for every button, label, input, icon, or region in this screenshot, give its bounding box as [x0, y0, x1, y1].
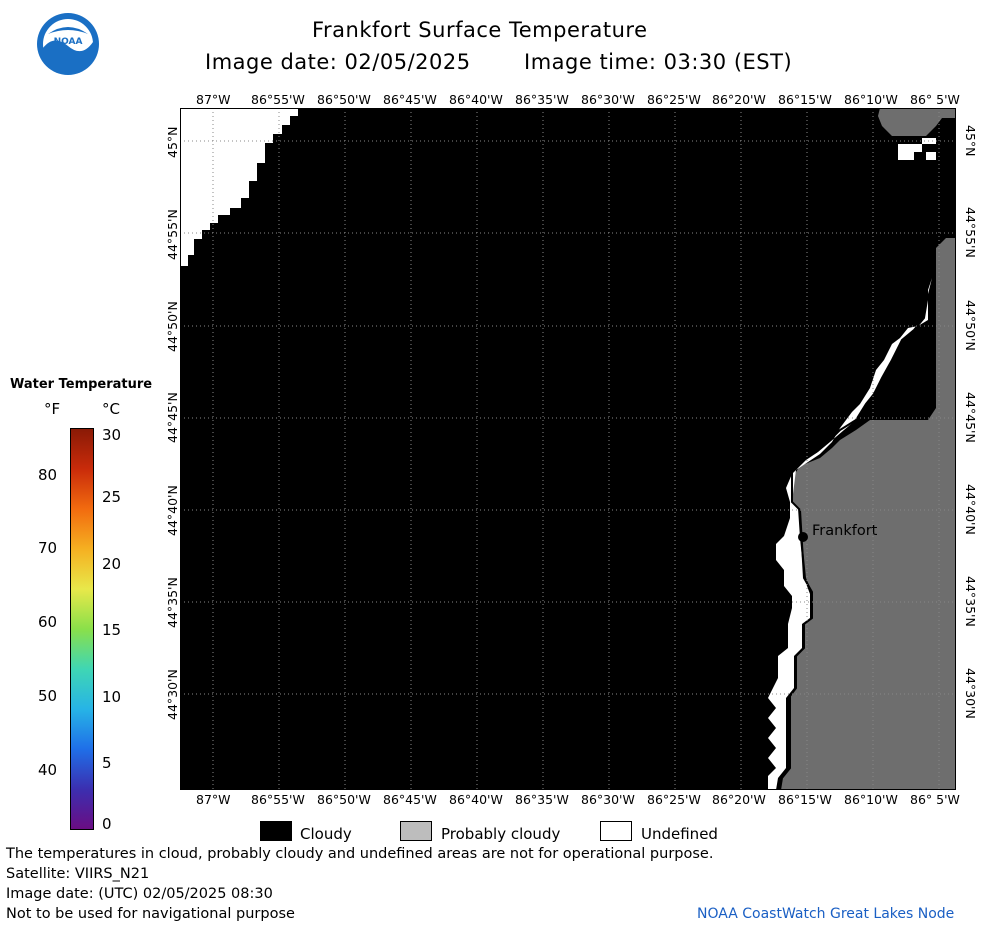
legend-label-cloudy: Cloudy — [300, 825, 352, 843]
satellite-text: Satellite: VIIRS_N21 — [6, 866, 150, 882]
lat-tick: 44°40'N — [165, 485, 180, 536]
lon-tick: 86°15'W — [778, 792, 832, 807]
frankfort-label: Frankfort — [812, 523, 878, 539]
lat-tick: 44°50'N — [165, 301, 180, 352]
lat-tick: 44°35'N — [165, 577, 180, 628]
colorbar-f-tick: 60 — [38, 613, 58, 631]
map-area — [180, 108, 956, 790]
legend-swatch-cloudy — [260, 821, 292, 841]
lon-tick: 86°45'W — [383, 92, 437, 107]
lat-tick: 44°45'N — [963, 392, 978, 443]
colorbar-c-tick: 25 — [102, 488, 122, 506]
credit-text: NOAA CoastWatch Great Lakes Node — [697, 906, 955, 922]
lat-tick: 45°N — [165, 126, 180, 158]
lat-tick: 44°30'N — [963, 668, 978, 719]
undefined-region-coast — [768, 278, 932, 790]
utc-date-text: Image date: (UTC) 02/05/2025 08:30 — [6, 886, 273, 902]
lon-tick: 87°W — [196, 92, 231, 107]
colorbar-title: Water Temperature — [10, 377, 153, 392]
lon-tick: 86°20'W — [712, 92, 766, 107]
image-date: Image date: 02/05/2025 — [205, 50, 471, 74]
coastline — [779, 293, 929, 790]
lon-tick: 86°50'W — [317, 792, 371, 807]
colorbar-c-tick: 20 — [102, 555, 122, 573]
lon-tick: 86°40'W — [449, 92, 503, 107]
lon-tick: 86°45'W — [383, 792, 437, 807]
legend-label-undefined: Undefined — [641, 825, 718, 843]
legend-swatch-probably-cloudy — [400, 821, 432, 841]
navigation-warning: Not to be used for navigational purpose — [6, 906, 295, 922]
lon-tick: 86°55'W — [251, 792, 305, 807]
disclaimer-text: The temperatures in cloud, probably clou… — [6, 846, 714, 862]
lon-tick: 86° 5'W — [910, 92, 960, 107]
colorbar-f-tick: 70 — [38, 539, 58, 557]
lat-tick: 44°35'N — [963, 576, 978, 627]
lon-tick: 86°35'W — [515, 792, 569, 807]
graticule — [180, 108, 956, 790]
frankfort-marker — [798, 532, 808, 542]
lon-tick: 86°15'W — [778, 92, 832, 107]
land-region-east — [780, 238, 956, 790]
lon-tick: 86°20'W — [712, 792, 766, 807]
lat-tick: 44°45'N — [165, 392, 180, 443]
legend-label-probably-cloudy: Probably cloudy — [441, 825, 561, 843]
lon-tick: 86°50'W — [317, 92, 371, 107]
lon-tick: 86°35'W — [515, 92, 569, 107]
map-title: Frankfort Surface Temperature — [312, 18, 648, 42]
lat-tick: 44°55'N — [963, 207, 978, 258]
land-region-ne — [878, 108, 956, 136]
colorbar-f-tick: 50 — [38, 687, 58, 705]
noaa-logo: NOAA — [37, 13, 99, 75]
lat-tick: 44°40'N — [963, 484, 978, 535]
undefined-region-ne — [898, 138, 936, 160]
colorbar-f-tick: 80 — [38, 466, 58, 484]
lat-tick: 44°30'N — [165, 669, 180, 720]
lon-tick: 86°10'W — [844, 92, 898, 107]
colorbar-c-tick: 5 — [102, 754, 112, 772]
lat-tick: 44°55'N — [165, 209, 180, 260]
noaa-logo-text: NOAA — [54, 37, 83, 47]
lon-tick: 86°55'W — [251, 92, 305, 107]
colorbar-c-tick: 15 — [102, 621, 122, 639]
lat-tick: 45°N — [963, 125, 978, 157]
colorbar-unit-f: °F — [44, 400, 61, 418]
lon-tick: 86°25'W — [647, 92, 701, 107]
colorbar-c-tick: 10 — [102, 688, 122, 706]
lon-tick: 86°40'W — [449, 792, 503, 807]
lon-tick: 87°W — [196, 792, 231, 807]
colorbar — [70, 428, 94, 830]
map-border — [180, 108, 956, 790]
lon-tick: 86°30'W — [581, 792, 635, 807]
image-time: Image time: 03:30 (EST) — [524, 50, 793, 74]
colorbar-c-tick: 0 — [102, 815, 112, 833]
lon-tick: 86°25'W — [647, 792, 701, 807]
undefined-region-nw — [180, 108, 298, 266]
lon-tick: 86°10'W — [844, 792, 898, 807]
legend-swatch-undefined — [600, 821, 632, 841]
lon-tick: 86° 5'W — [910, 792, 960, 807]
colorbar-f-tick: 40 — [38, 761, 58, 779]
colorbar-unit-c: °C — [102, 400, 120, 418]
colorbar-c-tick: 30 — [102, 426, 122, 444]
lat-tick: 44°50'N — [963, 300, 978, 351]
lon-tick: 86°30'W — [581, 92, 635, 107]
